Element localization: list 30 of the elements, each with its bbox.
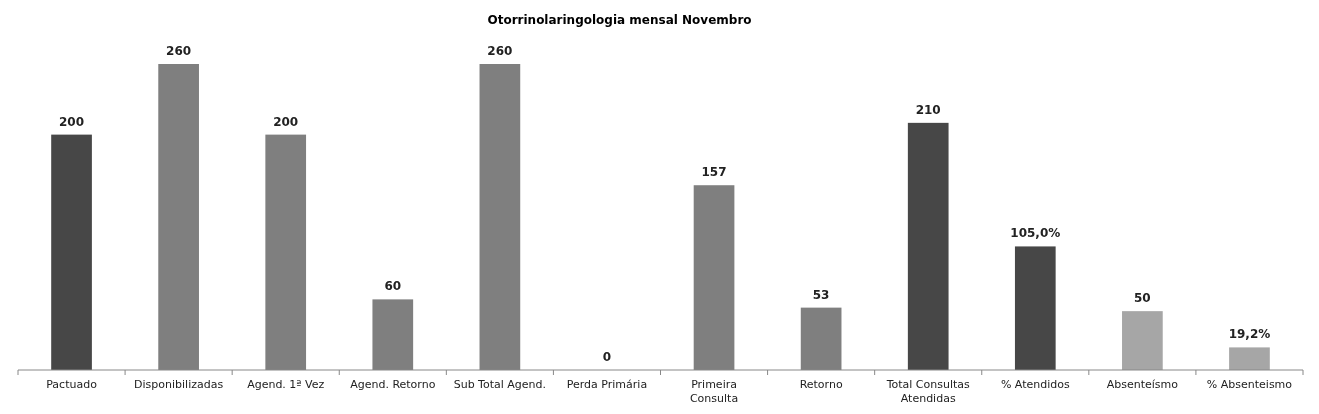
x-tick-label: Primeira Consulta (689, 378, 739, 405)
data-label: 53 (812, 287, 830, 302)
x-tick-label: Disponibilizadas (134, 378, 224, 391)
data-label: 200 (59, 114, 85, 129)
data-label: 210 (915, 102, 941, 117)
x-tick-label: Sub Total Agend. (453, 378, 547, 391)
bar (51, 134, 92, 370)
data-label: 260 (487, 44, 513, 58)
bar (907, 122, 949, 370)
x-tick-label: % Atendidos (1000, 378, 1070, 391)
bar (1014, 246, 1056, 370)
x-tick-label: Total Consultas Atendidas (885, 378, 971, 405)
x-tick-label: Agend. Retorno (350, 378, 436, 391)
data-label: 200 (273, 114, 299, 129)
x-tick-label: Pactuado (46, 378, 98, 391)
data-label: 19,2% (1228, 327, 1271, 342)
x-tick-label: Perda Primária (566, 378, 648, 391)
x-tick-label: Agend. 1ª Vez (247, 378, 325, 391)
data-label: 60 (384, 279, 402, 294)
data-label: 260 (166, 44, 192, 58)
data-label: 50 (1134, 291, 1151, 306)
x-tick-label: % Absenteismo (1206, 378, 1293, 391)
data-label: 157 (701, 165, 727, 180)
x-tick-label: Retorno (799, 378, 843, 391)
x-tick-label: Absenteísmo (1106, 378, 1179, 391)
bar (1229, 347, 1270, 370)
chart-title: Otorrinolaringologia mensal Novembro (487, 13, 752, 27)
bar (1122, 311, 1163, 370)
data-label: 105,0% (1010, 226, 1061, 241)
data-label: 0 (602, 350, 612, 364)
